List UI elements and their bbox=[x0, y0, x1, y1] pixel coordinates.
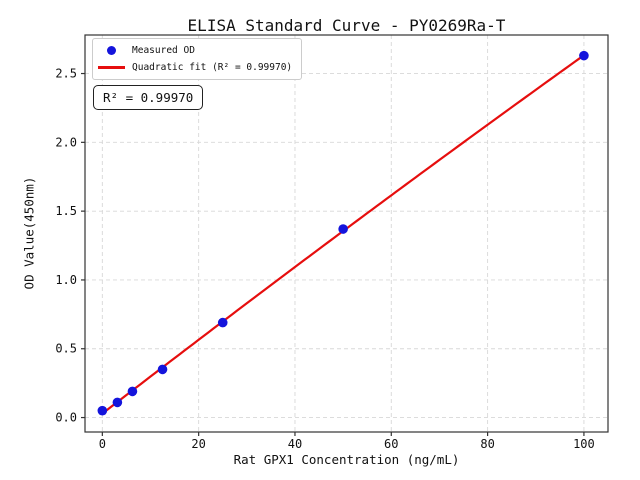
data-point bbox=[97, 405, 108, 416]
data-point bbox=[217, 317, 228, 328]
y-tick-label: 2.0 bbox=[55, 135, 77, 149]
data-point bbox=[127, 386, 138, 397]
y-tick-label: 0.5 bbox=[55, 342, 77, 356]
legend-label-measured-od: Measured OD bbox=[132, 45, 195, 56]
data-point bbox=[338, 224, 348, 234]
x-tick-label: 40 bbox=[288, 437, 302, 451]
axes-frame bbox=[84, 34, 609, 433]
x-tick-label: 80 bbox=[480, 437, 494, 451]
legend: Measured OD Quadratic fit (R² = 0.99970) bbox=[92, 38, 303, 80]
legend-item-quadratic-fit: Quadratic fit (R² = 0.99970) bbox=[98, 59, 292, 76]
data-point bbox=[112, 397, 123, 408]
x-tick-label: 20 bbox=[191, 437, 205, 451]
y-tick-label: 1.0 bbox=[55, 273, 77, 287]
x-axis-label: Rat GPX1 Concentration (ng/mL) bbox=[233, 452, 460, 467]
legend-label-quadratic-fit: Quadratic fit (R² = 0.99970) bbox=[132, 62, 293, 73]
r-squared-annotation: R² = 0.99970 bbox=[93, 85, 204, 110]
legend-handle bbox=[98, 46, 125, 55]
data-point bbox=[157, 364, 168, 375]
x-tick-label: 60 bbox=[384, 437, 398, 451]
measured-od-dot-icon bbox=[107, 46, 116, 55]
quadratic-fit-line-icon bbox=[98, 66, 125, 69]
x-tick-label: 100 bbox=[573, 437, 595, 451]
chart-title: ELISA Standard Curve - PY0269Ra-T bbox=[187, 16, 506, 35]
legend-handle bbox=[98, 66, 125, 69]
y-tick-label: 2.5 bbox=[55, 67, 77, 81]
data-point bbox=[579, 50, 589, 61]
y-tick-label: 0.0 bbox=[55, 411, 77, 425]
y-tick-label: 1.5 bbox=[55, 204, 77, 218]
y-axis-label: OD Value(450nm) bbox=[21, 176, 37, 290]
x-tick-label: 0 bbox=[99, 437, 106, 451]
legend-item-measured-od: Measured OD bbox=[98, 42, 292, 59]
